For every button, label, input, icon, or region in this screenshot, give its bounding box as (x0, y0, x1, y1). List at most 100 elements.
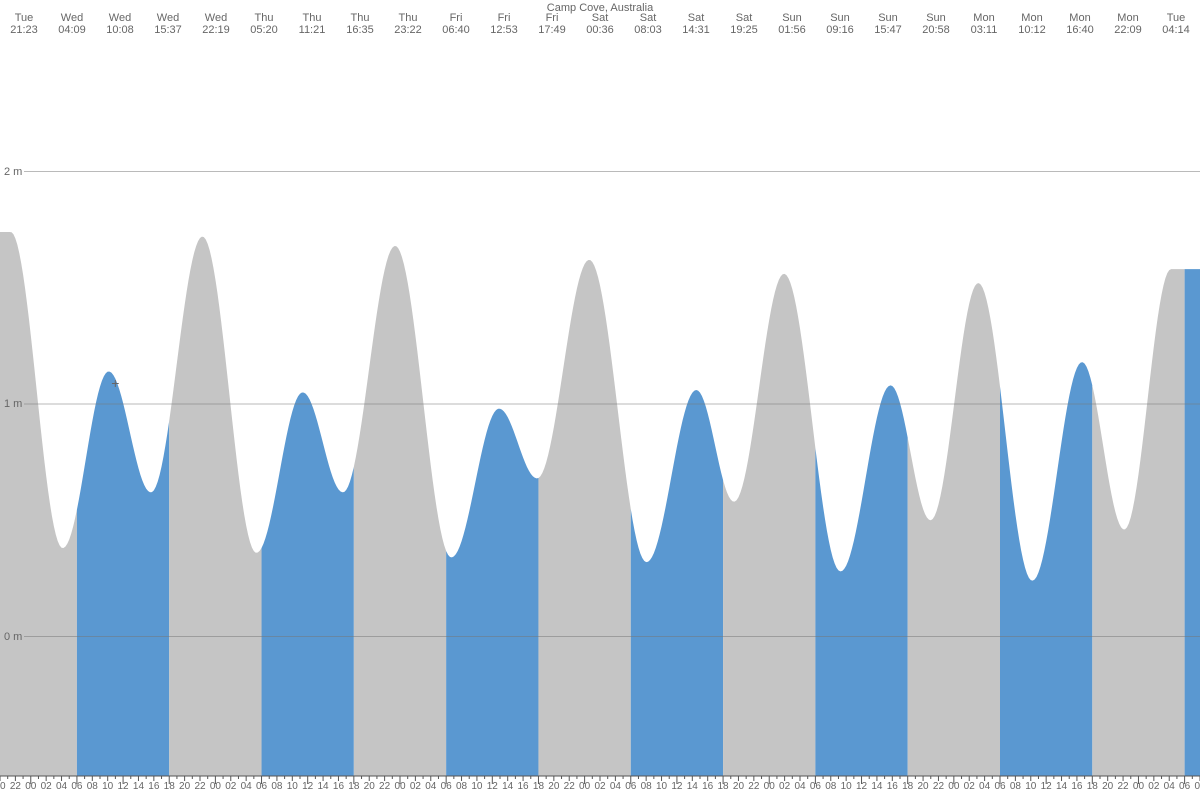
x-axis-label: 18 (533, 781, 544, 792)
x-axis-label: 00 (764, 781, 775, 792)
x-axis-label: 02 (225, 781, 236, 792)
tide-extreme-label: Sat19:25 (721, 12, 767, 36)
tide-extreme-label: Tue04:14 (1153, 12, 1199, 36)
x-axis-label: 06 (71, 781, 82, 792)
tide-extreme-label: Sat14:31 (673, 12, 719, 36)
x-axis-label: 08 (641, 781, 652, 792)
x-axis-label: 02 (594, 781, 605, 792)
x-axis-label: 06 (1179, 781, 1190, 792)
tide-extreme-label: Tue21:23 (1, 12, 47, 36)
tide-extreme-label: Wed22:19 (193, 12, 239, 36)
x-axis-label: 06 (810, 781, 821, 792)
x-axis-label: 16 (702, 781, 713, 792)
x-axis-label: 20 (733, 781, 744, 792)
y-axis-label: 1 m (4, 398, 22, 410)
x-axis-label: 10 (656, 781, 667, 792)
x-axis-label: 06 (441, 781, 452, 792)
x-axis-label: 04 (610, 781, 621, 792)
x-axis-label: 02 (410, 781, 421, 792)
x-axis-label: 10 (471, 781, 482, 792)
x-axis-label: 02 (1148, 781, 1159, 792)
tide-extreme-label: Fri17:49 (529, 12, 575, 36)
tide-extreme-label: Sun20:58 (913, 12, 959, 36)
tide-extreme-label: Thu11:21 (289, 12, 335, 36)
x-axis-label: 00 (25, 781, 36, 792)
x-axis-label: 04 (979, 781, 990, 792)
x-axis-label: 16 (887, 781, 898, 792)
tide-extreme-label: Fri12:53 (481, 12, 527, 36)
x-axis-label: 08 (1010, 781, 1021, 792)
tide-chart (0, 0, 1200, 800)
x-axis-label: 18 (718, 781, 729, 792)
x-axis-label: 18 (902, 781, 913, 792)
tide-extreme-label: Mon16:40 (1057, 12, 1103, 36)
tide-area (0, 232, 1200, 776)
tide-extreme-label: Sat08:03 (625, 12, 671, 36)
x-axis-label: 20 (918, 781, 929, 792)
tide-extreme-label: Sun09:16 (817, 12, 863, 36)
x-axis-label: 10 (841, 781, 852, 792)
x-axis-label: 22 (10, 781, 21, 792)
x-axis-label: 14 (502, 781, 513, 792)
current-marker: + (111, 377, 119, 393)
tide-extreme-label: Mon22:09 (1105, 12, 1151, 36)
x-axis-label: 06 (994, 781, 1005, 792)
x-axis-label: 22 (1118, 781, 1129, 792)
x-axis-label: 14 (687, 781, 698, 792)
x-axis-label: 22 (379, 781, 390, 792)
x-axis-label: 16 (333, 781, 344, 792)
x-axis-label: 04 (56, 781, 67, 792)
y-axis-label: 2 m (4, 166, 22, 178)
x-axis-label: 14 (318, 781, 329, 792)
tide-extreme-label: Sat00:36 (577, 12, 623, 36)
tide-extreme-label: Mon10:12 (1009, 12, 1055, 36)
x-axis-label: 00 (394, 781, 405, 792)
x-axis-label: 22 (748, 781, 759, 792)
x-axis-label: 16 (148, 781, 159, 792)
x-axis-label: 22 (933, 781, 944, 792)
y-axis-label: 0 m (4, 631, 22, 643)
x-axis-label: 16 (1071, 781, 1082, 792)
tide-extreme-label: Fri06:40 (433, 12, 479, 36)
x-axis-label: 10 (1025, 781, 1036, 792)
x-axis-label: 08 (825, 781, 836, 792)
x-axis-label: 08 (1194, 781, 1200, 792)
x-axis-label: 00 (1133, 781, 1144, 792)
x-axis-label: 10 (102, 781, 113, 792)
tide-extreme-label: Wed10:08 (97, 12, 143, 36)
x-axis-label: 04 (1164, 781, 1175, 792)
x-axis-label: 18 (1087, 781, 1098, 792)
tide-extreme-label: Thu16:35 (337, 12, 383, 36)
x-axis-label: 04 (241, 781, 252, 792)
x-axis-label: 22 (194, 781, 205, 792)
x-axis-label: 06 (256, 781, 267, 792)
x-axis-label: 10 (287, 781, 298, 792)
x-axis-label: 20 (364, 781, 375, 792)
x-axis-label: 18 (164, 781, 175, 792)
x-axis-label: 12 (302, 781, 313, 792)
x-axis-label: 12 (118, 781, 129, 792)
x-axis-label: 14 (1056, 781, 1067, 792)
x-axis-label: 08 (271, 781, 282, 792)
tide-extreme-label: Wed04:09 (49, 12, 95, 36)
x-axis-label: 04 (425, 781, 436, 792)
x-axis-label: 00 (948, 781, 959, 792)
x-axis-label: 12 (671, 781, 682, 792)
x-axis-label: 12 (1041, 781, 1052, 792)
tide-extreme-label: Thu23:22 (385, 12, 431, 36)
x-axis-label: 02 (964, 781, 975, 792)
x-axis-label: 16 (518, 781, 529, 792)
x-axis-label: 20 (548, 781, 559, 792)
x-axis-label: 18 (348, 781, 359, 792)
x-axis-label: 04 (794, 781, 805, 792)
tide-extreme-label: Mon03:11 (961, 12, 1007, 36)
x-axis-label: 20 (179, 781, 190, 792)
x-axis-label: 12 (856, 781, 867, 792)
x-axis-label: 14 (133, 781, 144, 792)
x-axis-label: 14 (871, 781, 882, 792)
x-axis-label: 22 (564, 781, 575, 792)
tide-extreme-label: Sun01:56 (769, 12, 815, 36)
x-axis-label: 02 (41, 781, 52, 792)
x-axis-label: 06 (625, 781, 636, 792)
tide-extreme-label: Sun15:47 (865, 12, 911, 36)
